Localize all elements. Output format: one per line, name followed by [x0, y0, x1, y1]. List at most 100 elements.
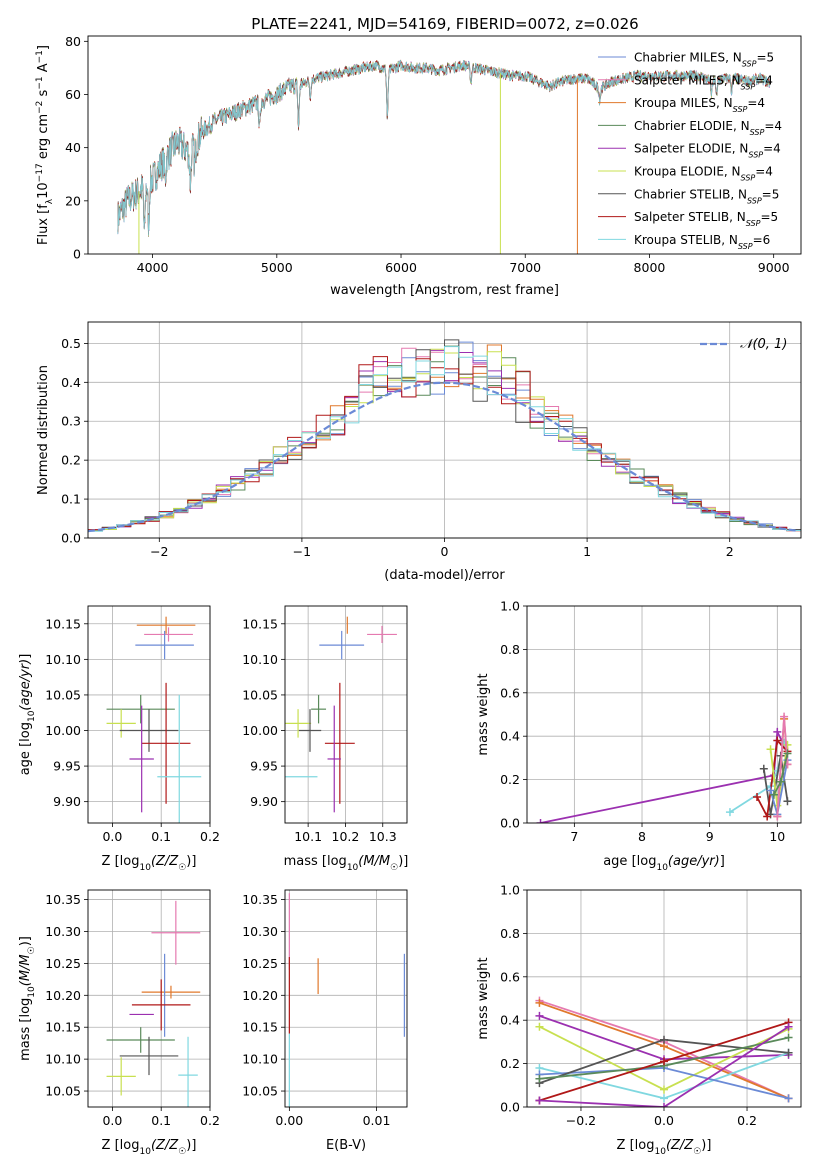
y-axis-label: Flux [fλ10−17 erg cm−2 s−1 A−1]	[35, 45, 55, 245]
y-tick-label: 10.05	[45, 687, 81, 702]
x-tick-label: 0.00	[275, 1113, 303, 1128]
weight-marker	[535, 1096, 544, 1105]
weight-marker	[783, 740, 792, 749]
legend-label: Kroupa STELIB, NSSP=6	[634, 233, 770, 251]
panel-residuals: −2 −1 0 1 2 0.0 0.1 0.2 0.3 0.4 0.5 (data-model)/er…	[36, 321, 802, 583]
legend-label: Chabrier STELIB, NSSP=5	[634, 187, 779, 205]
y-axis-label: mass weight	[476, 957, 491, 1039]
y-tick-label: 0.0	[500, 1100, 520, 1115]
x-tick-label: 9	[706, 829, 714, 844]
panel-Z_vs_weight: −0.2 0.0 0.2 0.0 0.2 0.4 0.6 0.8 1.0 mass weight Z…	[476, 883, 802, 1157]
weight-marker	[763, 812, 772, 821]
spectrum-line	[117, 60, 771, 236]
residual-histograms	[88, 339, 801, 534]
x-tick-label: 0.0	[102, 1113, 122, 1128]
y-tick-label: 10.15	[242, 1020, 278, 1035]
weight-marker	[660, 1035, 668, 1044]
y-tick-label: 10.10	[242, 1052, 278, 1067]
y-tick-label: 20	[65, 193, 81, 208]
weight-marker	[776, 777, 785, 786]
axes-frame	[87, 889, 211, 1108]
weight-marker	[783, 797, 792, 806]
weight-marker	[725, 808, 734, 817]
weight-marker	[780, 712, 789, 721]
y-tick-label: 10.25	[242, 956, 278, 971]
x-axis-label: age [log10(age/yr)]	[603, 854, 725, 873]
x-tick-label: −1	[293, 544, 311, 559]
weight-marker	[535, 1074, 544, 1083]
y-tick-label: 10.10	[45, 652, 81, 667]
weight-marker	[773, 736, 782, 745]
y-tick-label: 10.30	[242, 924, 278, 939]
y-tick-label: 60	[65, 87, 81, 102]
y-tick-label: 0.5	[61, 336, 81, 351]
y-tick-label: 10.10	[242, 652, 278, 667]
legend-label: Chabrier MILES, NSSP=5	[634, 51, 774, 69]
weight-marker	[773, 727, 782, 736]
x-tick-label: 4000	[137, 260, 169, 275]
y-tick-label: 10.15	[45, 1020, 81, 1035]
axes-frame	[284, 605, 408, 824]
weight-marker	[766, 745, 775, 754]
x-tick-label: 7	[570, 829, 578, 844]
weight-marker	[535, 1011, 544, 1020]
y-tick-label: 80	[65, 34, 81, 49]
x-tick-label: 10.1	[294, 829, 322, 844]
x-axis-label: wavelength [Angstrom, rest frame]	[330, 283, 559, 298]
y-tick-label: 10.15	[45, 616, 81, 631]
x-axis-label: E(B-V)	[326, 1138, 366, 1153]
panel-spectrum: 4000 5000 6000 7000 8000 9000 0 20 40 60 80 wavelen…	[35, 34, 802, 298]
y-axis-label: Normed distribution	[36, 365, 51, 495]
x-tick-label: 1	[583, 544, 591, 559]
weight-marker	[536, 819, 545, 823]
weight-marker	[660, 1085, 668, 1094]
panel-Z_vs_mass: 0.0 0.1 0.2 10.05 10.10 10.15 10.20 10.25 10.30 1…	[18, 889, 220, 1157]
x-tick-label: 9000	[758, 260, 790, 275]
y-tick-label: 10.35	[45, 892, 81, 907]
y-tick-label: 10.30	[45, 924, 81, 939]
weight-marker	[769, 790, 778, 799]
errorbars	[106, 616, 202, 823]
legend-label: Kroupa MILES, NSSP=4	[634, 96, 765, 114]
weight-marker	[660, 1057, 668, 1066]
legend-label: Chabrier ELODIE, NSSP=4	[634, 119, 782, 137]
y-tick-label: 10.20	[45, 988, 81, 1003]
panel-ebv_vs_mass: 0.00 0.01 10.05 10.10 10.15 10.20 10.25 10.30 10…	[242, 889, 408, 1153]
y-tick-label: 10.10	[45, 1052, 81, 1067]
y-tick-label: 1.0	[500, 883, 520, 898]
x-tick-label: 0.1	[151, 829, 171, 844]
axes-frame	[87, 321, 802, 539]
weight-lines	[535, 996, 793, 1107]
y-tick-label: 0.8	[500, 642, 520, 657]
panels: 4000 5000 6000 7000 8000 9000020406080wavelen…	[18, 34, 802, 1157]
y-tick-label: 10.00	[45, 723, 81, 738]
y-tick-label: 0	[73, 247, 81, 262]
y-tick-label: 10.05	[242, 1084, 278, 1099]
axes-frame	[87, 605, 211, 824]
weight-lines	[536, 712, 792, 823]
y-tick-label: 0.1	[61, 492, 81, 507]
x-tick-label: 5000	[261, 260, 293, 275]
y-tick-label: 0.2	[500, 1056, 520, 1071]
spectrum-legend: Chabrier MILES, NSSP=5 Salpeter MILES, NS…	[598, 51, 782, 251]
x-tick-label: 0.2	[737, 1113, 757, 1128]
x-axis-label: mass [log10(M/M☉)]	[284, 854, 409, 873]
weight-marker	[784, 1022, 793, 1031]
y-tick-label: 9.90	[250, 794, 278, 809]
axes-frame	[526, 889, 802, 1108]
y-tick-label: 0.4	[500, 729, 520, 744]
x-tick-label: 10.2	[332, 829, 360, 844]
y-tick-label: 0.0	[61, 531, 81, 546]
spectrum-lines	[117, 59, 771, 254]
y-tick-label: 10.05	[242, 687, 278, 702]
y-tick-label: 0.3	[61, 414, 81, 429]
x-tick-label: −2	[150, 544, 168, 559]
y-tick-label: 0.4	[61, 375, 81, 390]
weight-marker	[784, 1094, 793, 1103]
x-tick-label: 10	[769, 829, 785, 844]
y-tick-label: 10.05	[45, 1084, 81, 1099]
errorbars	[106, 900, 201, 1107]
y-tick-label: 40	[65, 140, 81, 155]
panel-age_vs_weight: 7 8 9 10 0.0 0.2 0.4 0.6 0.8 1.0 mass weight age [l…	[476, 599, 802, 873]
y-axis-label: age [log10(age/yr)]	[18, 654, 37, 776]
